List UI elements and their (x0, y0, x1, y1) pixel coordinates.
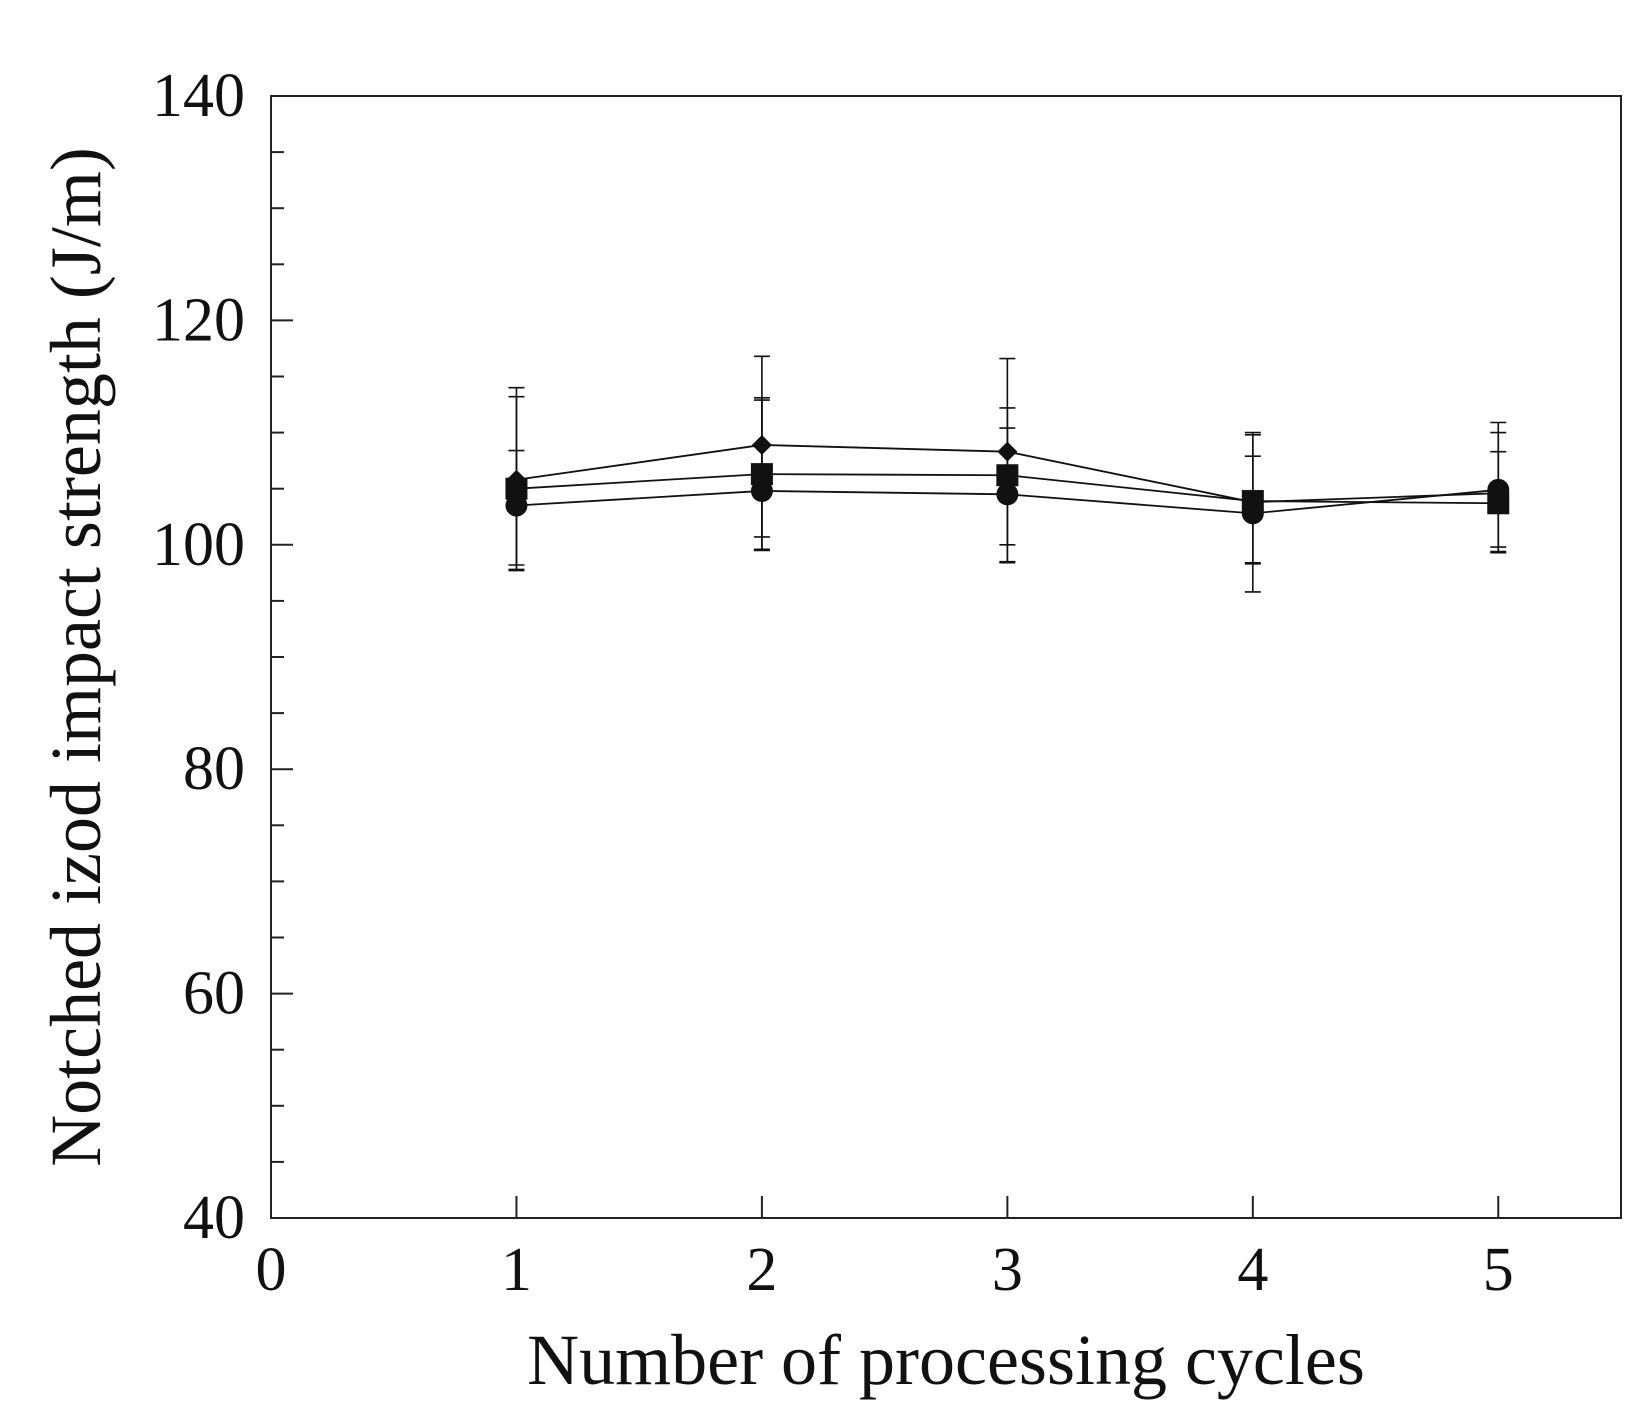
plot-area-frame (270, 95, 1622, 1219)
x-tick-label: 4 (1237, 1236, 1268, 1304)
x-tick-label: 5 (1483, 1236, 1514, 1304)
data-point-circle (750, 479, 773, 502)
y-tick-label: 100 (152, 511, 245, 579)
data-point-circle (505, 494, 528, 517)
data-point-circle (1241, 502, 1264, 525)
data-point-circle (1487, 478, 1510, 501)
y-axis-ticks: 40 60 80 100 120 140 (152, 62, 293, 1252)
y-tick-label: 140 (152, 62, 245, 130)
x-tick-label: 1 (501, 1236, 532, 1304)
y-tick-label: 40 (183, 1184, 245, 1252)
y-tick-label: 120 (152, 286, 245, 354)
data-point-circle (996, 483, 1019, 506)
x-tick-label: 2 (746, 1236, 777, 1304)
series-circle (505, 399, 1510, 593)
y-axis-title: Notched izod impact strength (J/m) (36, 147, 116, 1167)
series-layer (505, 355, 1510, 593)
x-tick-label: 0 (256, 1236, 287, 1304)
x-axis-ticks: 0 1 2 3 4 5 (256, 1196, 1514, 1304)
x-tick-label: 3 (992, 1236, 1023, 1304)
y-tick-label: 60 (183, 960, 245, 1028)
x-axis-title: Number of processing cycles (527, 1320, 1365, 1400)
y-tick-label: 80 (183, 735, 245, 803)
